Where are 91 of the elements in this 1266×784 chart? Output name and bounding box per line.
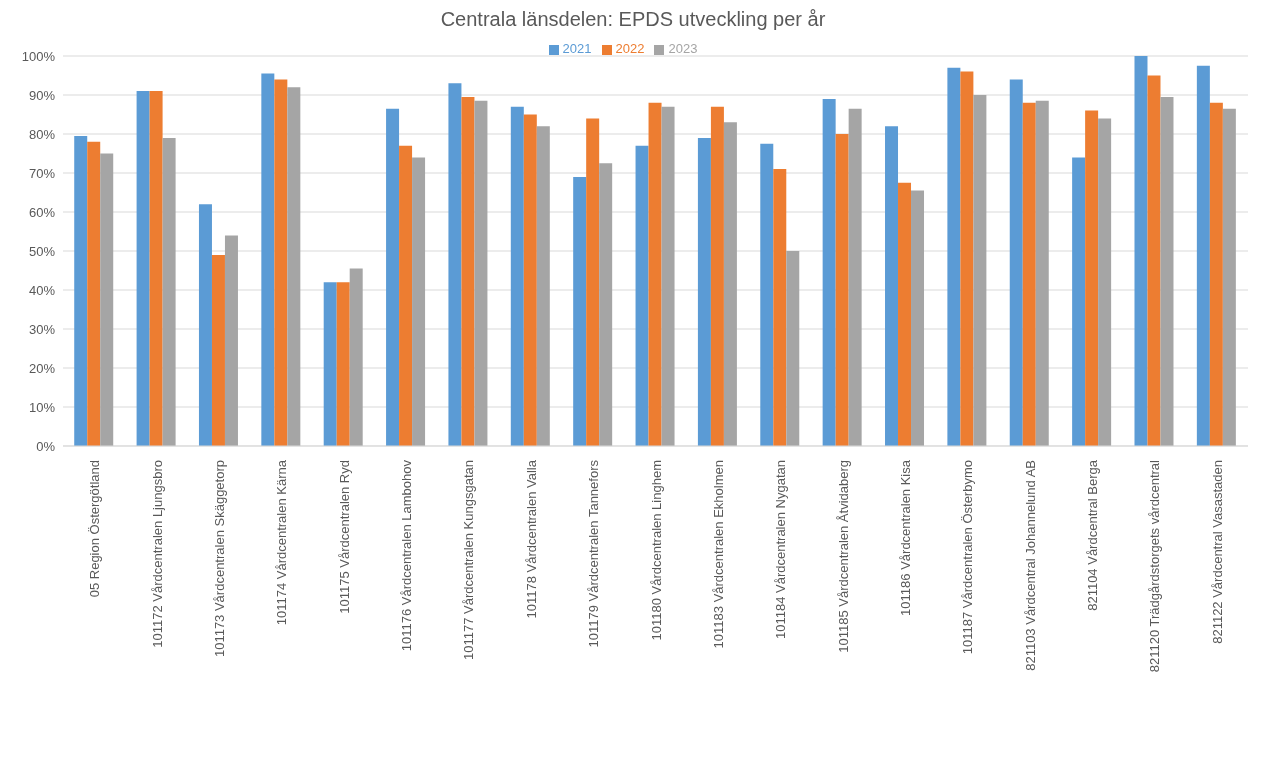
bar <box>536 126 550 446</box>
bar <box>211 254 225 446</box>
bar <box>412 157 426 446</box>
x-tick-label: 101175 Vårdcentralen Ryd <box>336 460 352 614</box>
x-tick-label: 101172 Vårdcentralen Ljungsbro <box>149 460 165 648</box>
y-tick-label: 20% <box>28 360 56 376</box>
y-tick-label: 40% <box>28 282 56 298</box>
bar <box>323 282 337 446</box>
bar <box>848 108 862 446</box>
bar <box>399 145 413 446</box>
bar <box>635 145 649 446</box>
y-tick-label: 80% <box>28 126 56 142</box>
y-tick-label: 90% <box>28 87 56 103</box>
bar <box>162 137 176 446</box>
bar <box>336 282 350 446</box>
x-tick-label: 101178 Vårdcentralen Valla <box>523 459 539 619</box>
bar <box>510 106 524 446</box>
bar <box>1160 96 1174 446</box>
bar <box>1085 110 1099 446</box>
bar <box>386 108 400 446</box>
legend-label: 2023 <box>668 41 698 56</box>
bar <box>1222 108 1236 446</box>
bar <box>198 204 212 446</box>
x-tick-label: 101174 Vårdcentralen Kärna <box>274 459 290 626</box>
bar <box>599 163 613 446</box>
bar <box>661 106 675 446</box>
bar <box>287 87 301 446</box>
bar <box>474 100 488 446</box>
x-tick-label: 821104 Vårdcentral Berga <box>1085 459 1101 611</box>
bar <box>1147 75 1161 446</box>
bar <box>973 95 987 446</box>
legend-label: 2022 <box>615 41 645 56</box>
bar <box>723 122 737 446</box>
bar <box>960 71 974 446</box>
y-tick-label: 10% <box>28 399 56 415</box>
bar <box>648 102 662 446</box>
bar <box>523 114 537 446</box>
bar <box>74 135 88 446</box>
bar <box>100 153 114 446</box>
x-tick-label: 101184 Vårdcentralen Nygatan <box>773 460 789 639</box>
x-tick-label: 821122 Vårdcentral Vasastaden <box>1209 460 1225 644</box>
x-tick-label: 101176 Vårdcentralen Lambohov <box>399 459 415 652</box>
bar <box>448 83 462 446</box>
x-tick-label: 101183 Vårdcentralen Ekholmen <box>710 460 726 649</box>
chart-title: Centrala länsdelen: EPDS utveckling per år <box>439 8 827 31</box>
bar <box>786 251 800 446</box>
bar <box>1134 56 1148 446</box>
y-tick-label: 60% <box>28 204 56 220</box>
bar <box>697 137 711 446</box>
bar <box>1098 118 1112 446</box>
y-tick-label: 70% <box>28 165 56 181</box>
x-tick-label: 05 Region Östergötland <box>87 460 103 598</box>
bar <box>136 91 150 446</box>
x-tick-label: 101179 Vårdcentralen Tannefors <box>586 459 602 648</box>
y-tick-label: 0% <box>36 438 56 454</box>
x-tick-label: 821120 Trädgårdstorgets vårdcentral <box>1147 459 1163 673</box>
y-tick-label: 100% <box>21 48 56 64</box>
bar <box>835 134 849 446</box>
bar <box>1196 65 1210 446</box>
bar <box>898 182 912 446</box>
bar <box>87 141 101 446</box>
y-tick-label: 30% <box>28 321 56 337</box>
bar <box>885 126 899 446</box>
bar <box>586 118 600 446</box>
bar <box>274 79 288 446</box>
x-tick-label: 821103 Vårdcentral Johannelund AB <box>1022 460 1038 671</box>
x-tick-label: 101173 Vårdcentralen Skäggetorp <box>211 460 227 658</box>
bar <box>224 235 238 446</box>
x-tick-label: 101186 Vårdcentralen Kisa <box>897 459 913 616</box>
x-tick-label: 101185 Vårdcentralen Åtvidaberg <box>835 460 851 653</box>
bar <box>461 96 475 446</box>
bar <box>349 268 363 446</box>
bar <box>710 106 724 446</box>
x-tick-label: 101187 Vårdcentralen Österbymo <box>960 460 976 655</box>
bar <box>1072 157 1086 446</box>
bar <box>947 67 961 446</box>
bar <box>773 169 787 446</box>
bar <box>573 176 587 446</box>
bar <box>1022 102 1036 446</box>
bar <box>1009 79 1023 446</box>
x-tick-label: 101177 Vårdcentralen Kungsgatan <box>461 460 477 660</box>
y-tick-label: 50% <box>28 243 56 259</box>
bar <box>1209 102 1223 446</box>
bar <box>261 73 275 446</box>
legend-label: 2021 <box>562 41 592 56</box>
bar <box>149 91 163 446</box>
x-tick-label: 101180 Vårdcentralen Linghem <box>648 460 664 641</box>
bar <box>1035 100 1049 446</box>
bar <box>760 143 774 446</box>
bar <box>822 98 836 446</box>
bar <box>911 190 925 446</box>
